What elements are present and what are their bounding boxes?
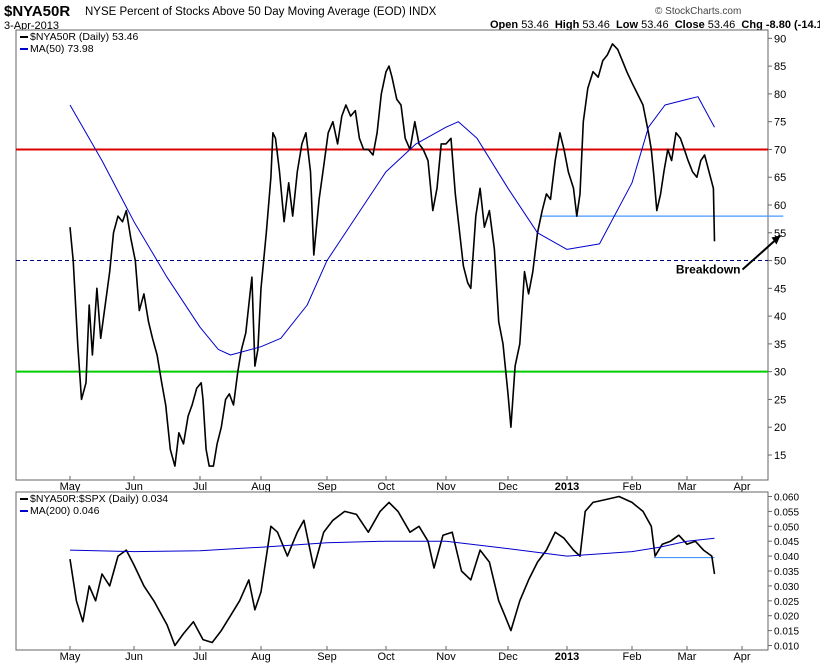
x-tick-label: Jul (193, 651, 207, 663)
legend-label: $NYA50R (Daily) 53.46 (30, 31, 139, 43)
y-tick-label: 65 (774, 172, 786, 184)
low-label: Low (616, 19, 639, 31)
x-tick-label: Feb (623, 481, 642, 493)
series-line (69, 537, 715, 557)
y-tick-label: 85 (774, 61, 786, 73)
y-tick-label: 30 (774, 367, 786, 379)
y-tick-label: 15 (774, 450, 786, 462)
x-tick-label: Oct (377, 651, 394, 663)
high-label: High (554, 19, 580, 31)
x-tick-label: May (60, 651, 81, 663)
y-tick-label: 60 (774, 200, 786, 212)
x-tick-label: Apr (733, 481, 750, 493)
chg-label: Chg (741, 19, 763, 31)
high-value: 53.46 (582, 19, 610, 31)
y-tick-label: 80 (774, 89, 786, 101)
x-tick-label: Sep (317, 481, 337, 493)
x-tick-label: Nov (436, 481, 456, 493)
x-tick-label: Apr (733, 651, 750, 663)
x-tick-label: Jun (125, 481, 143, 493)
series-line (69, 495, 716, 647)
x-tick-label: Jul (193, 481, 207, 493)
x-tick-label: Mar (678, 651, 697, 663)
quote-summary: Open 53.46 High 53.46 Low 53.46 Close 53… (490, 19, 820, 31)
panel-frame (15, 491, 769, 651)
y-tick-label: 0.030 (774, 582, 799, 593)
y-tick-label: 0.045 (774, 537, 799, 548)
x-tick-label: Aug (251, 651, 271, 663)
chg-value: -8.80 (-14.14%) (765, 19, 820, 31)
close-label: Close (674, 19, 705, 31)
y-tick-label: 0.050 (774, 522, 799, 533)
y-tick-label: 20 (774, 422, 786, 434)
exchange-label: INDX (408, 6, 437, 18)
y-tick-label: 35 (774, 339, 786, 351)
y-tick-label: 0.015 (774, 627, 799, 638)
y-tick-label: 0.010 (774, 642, 799, 653)
y-tick-label: 0.060 (774, 492, 799, 503)
open-value: 53.46 (521, 19, 549, 31)
close-value: 53.46 (707, 19, 736, 31)
x-tick-label: 2013 (555, 651, 579, 663)
y-tick-label: 75 (774, 117, 786, 129)
y-tick-label: 0.020 (774, 612, 799, 623)
low-value: 53.46 (641, 19, 669, 31)
copyright-text: © StockCharts.com (655, 6, 742, 17)
series-line (69, 43, 716, 467)
open-label: Open (490, 19, 519, 31)
x-tick-label: Dec (498, 481, 518, 493)
x-tick-label: Dec (498, 651, 518, 663)
x-tick-label: 2013 (555, 481, 579, 493)
y-tick-label: 0.035 (774, 567, 799, 578)
y-tick-label: 40 (774, 311, 786, 323)
x-tick-label: Feb (623, 651, 642, 663)
y-tick-label: 90 (774, 33, 786, 45)
x-tick-label: May (60, 481, 81, 493)
y-tick-label: 0.025 (774, 597, 799, 608)
x-tick-label: Oct (377, 481, 394, 493)
y-tick-label: 0.040 (774, 552, 799, 563)
panel-frame (15, 29, 769, 481)
legend-label: $NYA50R:$SPX (Daily) 0.034 (30, 493, 168, 505)
legend-label: MA(200) 0.046 (30, 505, 100, 517)
description: NYSE Percent of Stocks Above 50 Day Movi… (85, 6, 406, 18)
y-tick-label: 50 (774, 256, 786, 268)
chart-date: 3-Apr-2013 (4, 20, 60, 32)
ratio-panel: 0.010 0.015 0.020 0.025 0.030 0.035 0.040 0.045… (15, 491, 799, 663)
arrow-head-icon (771, 235, 781, 245)
y-tick-label: 70 (774, 144, 786, 156)
y-tick-label: 45 (774, 283, 786, 295)
y-tick-label: 25 (774, 394, 786, 406)
series-line (69, 96, 715, 356)
x-tick-label: Mar (678, 481, 697, 493)
symbol-title: $NYA50R (4, 3, 71, 20)
y-tick-label: 0.055 (774, 507, 799, 518)
annotation-label: Breakdown (676, 263, 741, 277)
x-tick-label: Nov (436, 651, 456, 663)
x-tick-label: Jun (125, 651, 143, 663)
x-tick-label: Sep (317, 651, 337, 663)
chart-title: NYSE Percent of Stocks Above 50 Day Movi… (85, 6, 436, 18)
legend-label: MA(50) 73.98 (30, 43, 94, 55)
x-tick-label: Aug (251, 481, 271, 493)
